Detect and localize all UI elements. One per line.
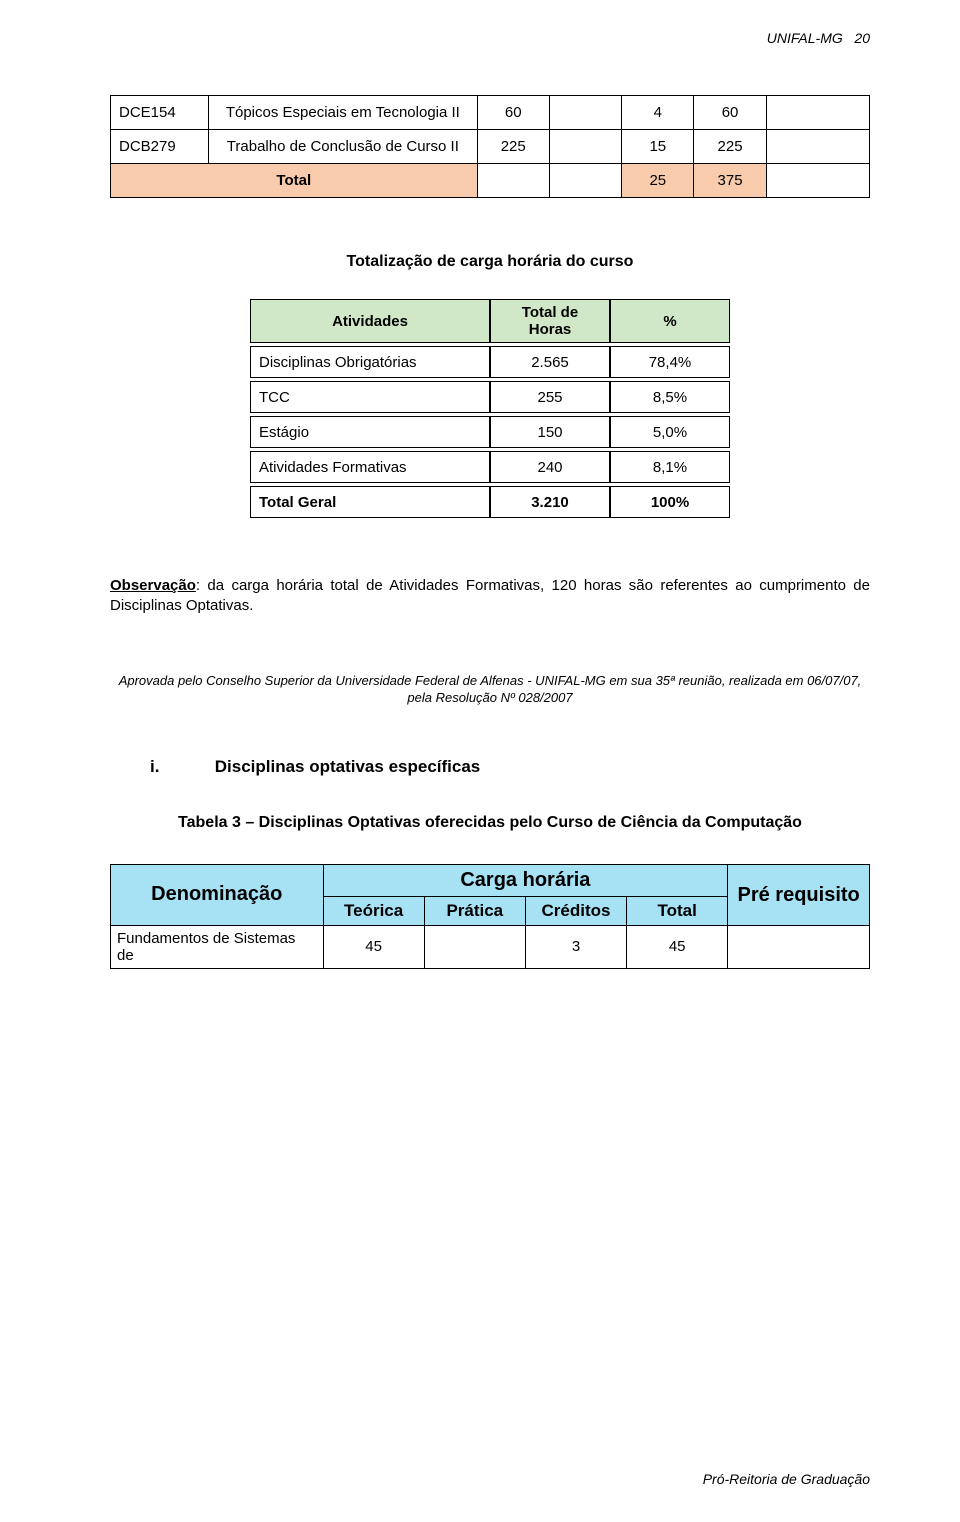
col-header-pre: Pré requisito xyxy=(728,864,870,925)
col-header-denominacao: Denominação xyxy=(111,864,324,925)
table-row: Disciplinas Obrigatórias 2.565 78,4% xyxy=(250,346,730,378)
table-row: TCC 255 8,5% xyxy=(250,381,730,413)
cell: 150 xyxy=(490,416,610,448)
page-header: UNIFAL-MG 20 xyxy=(767,30,870,46)
col-header-total-horas: Total de Horas xyxy=(490,299,610,343)
col-header-atividades: Atividades xyxy=(250,299,490,343)
cell: Atividades Formativas xyxy=(250,451,490,483)
cell-pratica xyxy=(424,925,525,968)
cell xyxy=(477,164,549,198)
total-credits: 25 xyxy=(622,164,694,198)
col-subheader-pratica: Prática xyxy=(424,896,525,925)
cell xyxy=(549,96,621,130)
cell-total: 45 xyxy=(627,925,728,968)
cell: 3.210 xyxy=(490,486,610,518)
cell: 100% xyxy=(610,486,730,518)
cell: Total Geral xyxy=(250,486,490,518)
cell-pre xyxy=(728,925,870,968)
table3-title: Tabela 3 – Disciplinas Optativas ofereci… xyxy=(110,812,870,834)
course-name: Trabalho de Conclusão de Curso II xyxy=(209,130,477,164)
cell-total: 60 xyxy=(694,96,766,130)
course-name: Tópicos Especiais em Tecnologia II xyxy=(209,96,477,130)
cell-total: 225 xyxy=(694,130,766,164)
cell: 78,4% xyxy=(610,346,730,378)
table-row: DCB279 Trabalho de Conclusão de Curso II… xyxy=(111,130,870,164)
cell: Estágio xyxy=(250,416,490,448)
cell: 240 xyxy=(490,451,610,483)
observation-paragraph: Observação: da carga horária total de At… xyxy=(110,576,870,617)
col-subheader-teorica: Teórica xyxy=(323,896,424,925)
table-row: Atividades Formativas 240 8,1% xyxy=(250,451,730,483)
cell-teorica: 45 xyxy=(323,925,424,968)
table-row: Fundamentos de Sistemas de 45 3 45 xyxy=(111,925,870,968)
cell xyxy=(766,96,869,130)
obs-label: Observação xyxy=(110,577,196,594)
table-row: DCE154 Tópicos Especiais em Tecnologia I… xyxy=(111,96,870,130)
cell-credits: 15 xyxy=(622,130,694,164)
table-row: Estágio 150 5,0% xyxy=(250,416,730,448)
footer-text: Pró-Reitoria de Graduação xyxy=(703,1471,870,1487)
section-i-heading: i. Disciplinas optativas específicas xyxy=(150,757,870,777)
course-code: DCE154 xyxy=(111,96,209,130)
col-subheader-total: Total xyxy=(627,896,728,925)
header-pageno: 20 xyxy=(854,30,870,46)
section-i-title: Disciplinas optativas específicas xyxy=(215,757,481,776)
optatives-table: Denominação Carga horária Pré requisito … xyxy=(110,864,870,969)
cell-hours: 225 xyxy=(477,130,549,164)
cell xyxy=(766,164,869,198)
col-header-pct: % xyxy=(610,299,730,343)
cell xyxy=(549,130,621,164)
cell: 8,1% xyxy=(610,451,730,483)
table-header-row: Atividades Total de Horas % xyxy=(250,299,730,343)
total-label: Total xyxy=(111,164,478,198)
total-hours: 375 xyxy=(694,164,766,198)
approval-note: Aprovada pelo Conselho Superior da Unive… xyxy=(110,672,870,707)
cell-hours: 60 xyxy=(477,96,549,130)
table-total-row: Total 25 375 xyxy=(111,164,870,198)
course-code: DCB279 xyxy=(111,130,209,164)
cell-credits: 4 xyxy=(622,96,694,130)
cell: TCC xyxy=(250,381,490,413)
col-subheader-creditos: Créditos xyxy=(525,896,626,925)
period-table: DCE154 Tópicos Especiais em Tecnologia I… xyxy=(110,95,870,198)
col-header-carga: Carga horária xyxy=(323,864,728,896)
table-row: Total Geral 3.210 100% xyxy=(250,486,730,518)
section-i-num: i. xyxy=(150,757,210,777)
cell: 5,0% xyxy=(610,416,730,448)
header-org: UNIFAL-MG xyxy=(767,30,843,46)
totalization-title: Totalização de carga horária do curso xyxy=(110,253,870,271)
cell: 255 xyxy=(490,381,610,413)
obs-text: : da carga horária total de Atividades F… xyxy=(110,577,870,614)
cell: 2.565 xyxy=(490,346,610,378)
cell xyxy=(549,164,621,198)
cell: 8,5% xyxy=(610,381,730,413)
totalization-table: Atividades Total de Horas % Disciplinas … xyxy=(250,296,730,521)
cell-creditos: 3 xyxy=(525,925,626,968)
table-header-row: Denominação Carga horária Pré requisito xyxy=(111,864,870,896)
cell xyxy=(766,130,869,164)
cell-denom: Fundamentos de Sistemas de xyxy=(111,925,324,968)
cell: Disciplinas Obrigatórias xyxy=(250,346,490,378)
